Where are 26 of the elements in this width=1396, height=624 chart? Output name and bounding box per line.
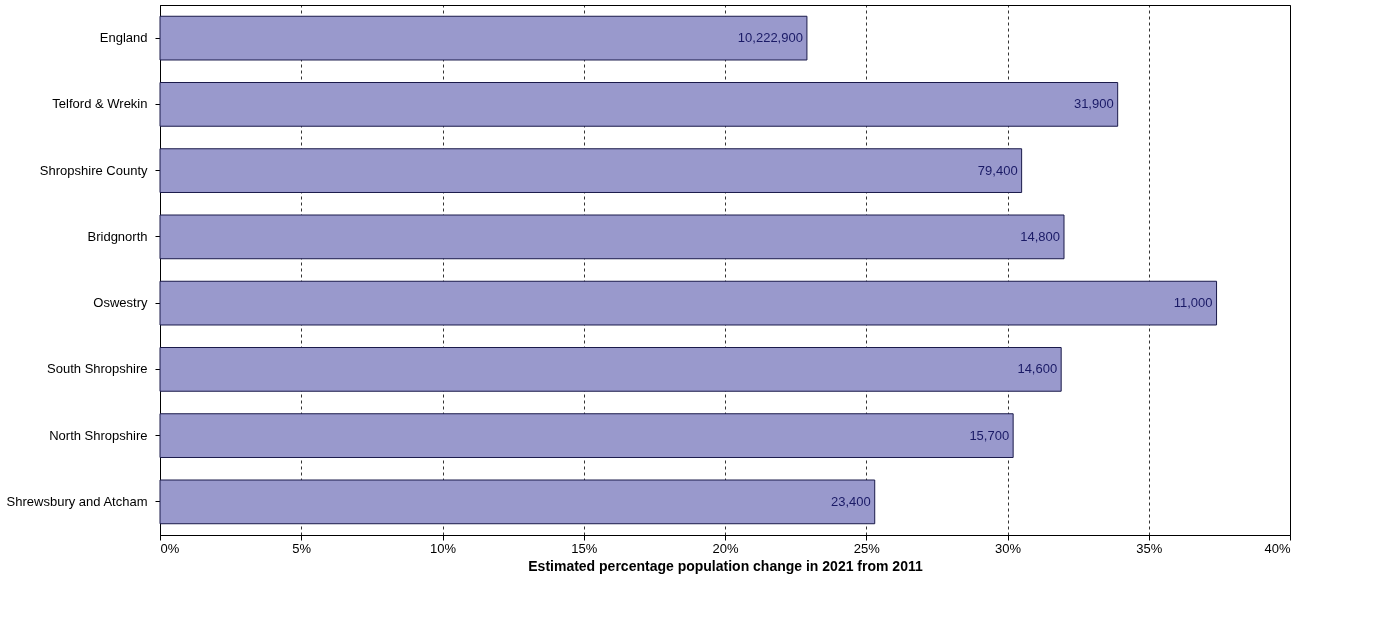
y-tick-label: North Shropshire [49,427,148,443]
x-tick-label: 5% [292,540,312,556]
x-tick-label: 20% [712,540,739,556]
x-tick-label: 30% [994,540,1022,556]
annotation: 14,600 [1017,361,1058,377]
y-tick-label: Shropshire County [39,162,148,178]
annotation: 11,000 [1173,295,1213,311]
y-tick-label: England [99,30,148,46]
y-tick-label: South Shropshire [47,361,148,377]
x-axis-title: Estimated percentage population change in 2021 from 2011 [528,557,923,574]
annotation: 14,800 [1020,228,1060,244]
annotation: 31,900 [1073,96,1114,112]
x-tick-label: 10% [429,540,457,556]
x-tick-label: 15% [571,540,598,556]
x-tick-label: 35% [1136,540,1163,556]
x-tick-label: 40% [1264,540,1291,556]
annotation: 15,700 [969,427,1010,443]
x-tick-label: 25% [853,540,881,556]
y-tick-label: Oswestry [93,295,148,311]
y-tick-label: Bridgnorth [87,228,148,244]
y-tick-label: Telford & Wrekin [52,96,148,112]
annotation: 79,400 [977,162,1018,178]
annotation: 23,400 [830,493,871,509]
annotation: 10,222,900 [737,30,803,46]
y-tick-label: Shrewsbury and Atcham [6,493,148,509]
x-tick-label: 0% [160,540,180,556]
